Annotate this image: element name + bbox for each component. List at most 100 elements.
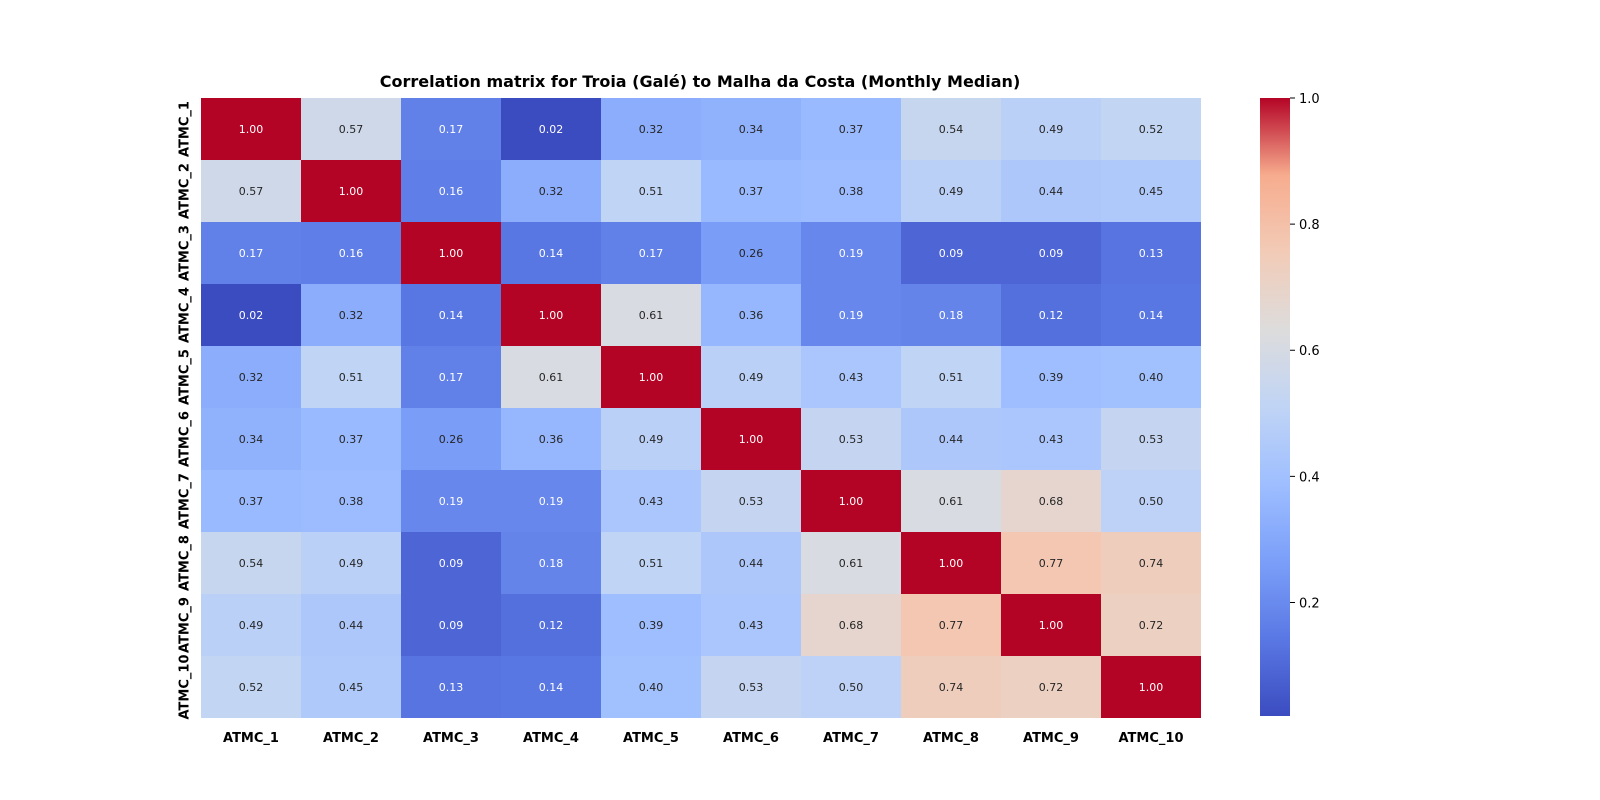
heatmap-cell [701, 532, 801, 594]
heatmap-cell [401, 470, 501, 532]
heatmap-cell [201, 470, 301, 532]
heatmap-cell-value: 0.13 [1139, 247, 1164, 260]
colorbar-tick-label: 0.2 [1299, 596, 1320, 611]
heatmap-cell-value: 0.52 [239, 681, 264, 694]
heatmap-cell-value: 0.61 [639, 309, 664, 322]
y-tick-label: ATMC_10 [178, 655, 193, 720]
heatmap-cell [1101, 98, 1201, 160]
heatmap-cell-value: 0.19 [439, 495, 464, 508]
heatmap-cell-value: 0.37 [339, 433, 364, 446]
heatmap-cell [901, 656, 1001, 718]
heatmap-cell-value: 1.00 [1039, 619, 1064, 632]
heatmap-cell [1101, 222, 1201, 284]
y-tick-label: ATMC_3 [178, 225, 193, 281]
heatmap-cell-value: 0.26 [739, 247, 764, 260]
heatmap-cell-value: 0.72 [1039, 681, 1064, 694]
heatmap-cell [301, 470, 401, 532]
heatmap-cell [401, 346, 501, 408]
heatmap-cell [1001, 98, 1101, 160]
heatmap-cell [301, 160, 401, 222]
heatmap-cell [1101, 346, 1201, 408]
heatmap-cell [601, 532, 701, 594]
y-axis-tick-labels: ATMC_1 ATMC_2 ATMC_3 ATMC_4 ATMC_5 ATMC_6 ATMC… [178, 101, 193, 719]
heatmap-cell-value: 1.00 [839, 495, 864, 508]
heatmap-cell [901, 98, 1001, 160]
heatmap-cell [301, 656, 401, 718]
colorbar-tick-label: 1.0 [1299, 92, 1320, 107]
heatmap-cell-value: 1.00 [739, 433, 764, 446]
heatmap-cell-value: 1.00 [939, 557, 964, 570]
heatmap-cell [701, 346, 801, 408]
heatmap-cell [201, 408, 301, 470]
heatmap-cell [401, 98, 501, 160]
heatmap-cell-value: 1.00 [1139, 681, 1164, 694]
heatmap-cell [1101, 594, 1201, 656]
heatmap-cell [1001, 284, 1101, 346]
heatmap-cell-value: 0.34 [239, 433, 264, 446]
heatmap-cell-value: 0.38 [339, 495, 364, 508]
heatmap-cell-value: 1.00 [639, 371, 664, 384]
y-tick-label: ATMC_4 [178, 287, 193, 343]
y-tick-label: ATMC_5 [178, 349, 193, 405]
heatmap-cell-value: 0.57 [339, 123, 364, 136]
heatmap-cell [701, 160, 801, 222]
x-tick-label: ATMC_6 [723, 731, 779, 746]
y-tick-label: ATMC_1 [178, 101, 193, 157]
heatmap-cell [401, 532, 501, 594]
heatmap-cell [301, 594, 401, 656]
heatmap-cell-value: 0.68 [1039, 495, 1064, 508]
heatmap-cell-value: 0.54 [239, 557, 264, 570]
heatmap-cell-value: 0.13 [439, 681, 464, 694]
y-tick-label: ATMC_7 [178, 473, 193, 529]
heatmap-cell-value: 0.19 [839, 247, 864, 260]
y-tick-label: ATMC_9 [178, 597, 193, 653]
heatmap-cell-value: 0.51 [639, 185, 664, 198]
x-tick-label: ATMC_4 [523, 731, 579, 746]
heatmap-cell-value: 0.14 [1139, 309, 1164, 322]
heatmap-cell-value: 0.12 [539, 619, 564, 632]
heatmap-cell-value: 0.19 [539, 495, 564, 508]
heatmap-cell-value: 0.53 [839, 433, 864, 446]
heatmap-cell-value: 0.77 [1039, 557, 1064, 570]
heatmap-cell [401, 284, 501, 346]
heatmap-cell [701, 408, 801, 470]
heatmap-cell-value: 0.14 [539, 681, 564, 694]
x-tick-label: ATMC_1 [223, 731, 279, 746]
heatmap-cell [801, 594, 901, 656]
heatmap-cell [1001, 656, 1101, 718]
heatmap-cell [1001, 408, 1101, 470]
heatmap-cell-value: 0.45 [339, 681, 364, 694]
heatmap-cell-value: 1.00 [339, 185, 364, 198]
heatmap-cell-value: 0.43 [839, 371, 864, 384]
heatmap-cell [301, 346, 401, 408]
heatmap-cell [1001, 532, 1101, 594]
chart-title: Correlation matrix for Troia (Galé) to M… [380, 72, 1021, 91]
heatmap-cell [901, 346, 1001, 408]
y-tick-label: ATMC_6 [178, 411, 193, 467]
heatmap-cell-value: 0.18 [539, 557, 564, 570]
colorbar-gradient [1260, 98, 1290, 716]
heatmap-cell [801, 656, 901, 718]
heatmap-cell-value: 0.18 [939, 309, 964, 322]
heatmap-cell [301, 532, 401, 594]
heatmap-cells: 1.00 0.57 0.17 0.02 0.32 0.34 0.37 0.54 0.49 0.52… [201, 98, 1201, 718]
heatmap-cell [1101, 656, 1201, 718]
heatmap-cell-value: 0.39 [1039, 371, 1064, 384]
y-tick-label: ATMC_2 [178, 163, 193, 219]
heatmap-cell [501, 98, 601, 160]
heatmap-cell [501, 656, 601, 718]
heatmap-cell-value: 0.68 [839, 619, 864, 632]
heatmap-cell [601, 284, 701, 346]
heatmap-cell [301, 284, 401, 346]
heatmap-cell-value: 0.09 [439, 619, 464, 632]
heatmap-cell-value: 0.12 [1039, 309, 1064, 322]
heatmap-cell [201, 532, 301, 594]
heatmap-cell [401, 594, 501, 656]
heatmap-cell-value: 0.53 [739, 495, 764, 508]
colorbar: 0.2 0.4 0.6 0.8 1.0 [1260, 92, 1320, 716]
heatmap-cell [601, 408, 701, 470]
heatmap-cell-value: 0.09 [1039, 247, 1064, 260]
heatmap-cell [801, 470, 901, 532]
heatmap-cell [801, 284, 901, 346]
